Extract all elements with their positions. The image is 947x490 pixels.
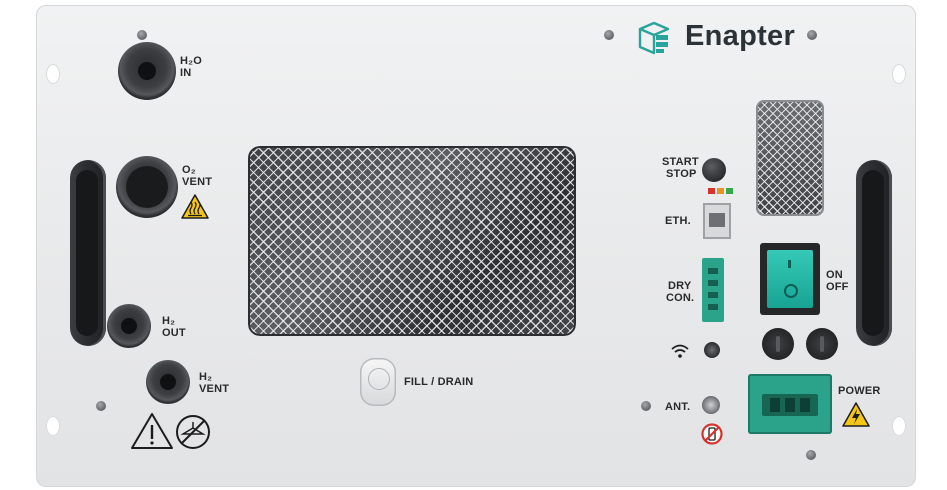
h2-vent-label-2: VENT xyxy=(199,383,230,395)
led-red xyxy=(708,188,715,194)
fuse-holder-left[interactable] xyxy=(762,328,794,360)
brand-logo-icon xyxy=(636,21,672,55)
led-orange xyxy=(717,188,724,194)
o2-vent-label-2: VENT xyxy=(182,176,213,188)
h2-out-label-1: H₂ xyxy=(162,315,176,327)
h2o-in-port xyxy=(118,42,176,100)
start-stop-label-2: STOP xyxy=(666,168,697,180)
right-handle xyxy=(856,160,892,346)
h2o-in-label-1: H₂O xyxy=(180,55,202,67)
on-off-label-1: ON xyxy=(826,269,843,281)
h2-out-port xyxy=(107,304,151,348)
screw xyxy=(137,30,147,40)
h2-vent-port xyxy=(146,360,190,404)
left-handle xyxy=(70,160,106,346)
wifi-icon xyxy=(670,343,690,364)
wifi-led xyxy=(704,342,720,358)
dry-con-label-2: CON. xyxy=(666,292,695,304)
power-label: POWER xyxy=(838,385,881,397)
h2o-in-label-2: IN xyxy=(180,67,192,79)
screw xyxy=(806,450,816,460)
screw xyxy=(604,30,614,40)
fuse-holder-right[interactable] xyxy=(806,328,838,360)
on-off-label-2: OFF xyxy=(826,281,849,293)
screw xyxy=(96,401,106,411)
ventilation-grille xyxy=(248,146,576,336)
antenna-connector[interactable] xyxy=(702,396,720,414)
led-green xyxy=(726,188,733,194)
start-stop-button[interactable] xyxy=(702,158,726,182)
fill-drain-port xyxy=(360,358,396,406)
general-warning-icon xyxy=(130,412,174,455)
no-valve-icon xyxy=(175,414,211,455)
mounting-slot-bottom-right xyxy=(892,416,906,436)
o2-vent-label-1: O₂ xyxy=(182,164,196,176)
screw xyxy=(641,401,651,411)
h2-vent-label-1: H₂ xyxy=(199,371,213,383)
no-mobile-phone-icon xyxy=(701,423,723,450)
o2-vent-port xyxy=(116,156,178,218)
mounting-slot-bottom-left xyxy=(46,416,60,436)
mounting-slot-left xyxy=(46,64,60,84)
fan-grille xyxy=(756,100,824,216)
brand-name: Enapter xyxy=(685,20,796,52)
mounting-slot-right xyxy=(892,64,906,84)
h2-out-label-2: OUT xyxy=(162,327,186,339)
dry-con-label-1: DRY xyxy=(668,280,692,292)
electrical-warning-icon xyxy=(842,402,870,432)
eth-label: ETH. xyxy=(665,215,691,227)
dry-contact-terminal[interactable] xyxy=(702,258,724,322)
power-switch[interactable] xyxy=(767,250,813,308)
fill-drain-label: FILL / DRAIN xyxy=(404,376,474,388)
start-stop-label-1: START xyxy=(662,156,699,168)
ant-label: ANT. xyxy=(665,401,691,413)
screw xyxy=(807,30,817,40)
ethernet-port[interactable] xyxy=(703,203,731,239)
hot-surface-warning-icon xyxy=(181,194,209,224)
power-connector[interactable] xyxy=(748,374,832,434)
